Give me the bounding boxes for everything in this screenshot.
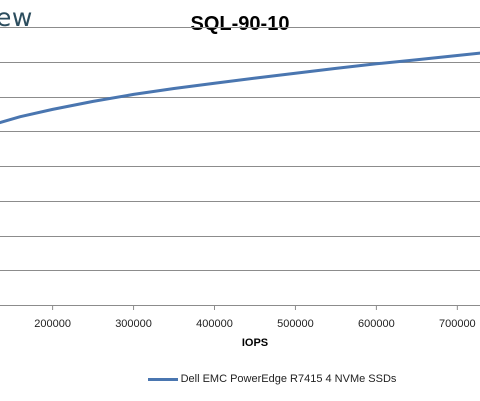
- chart-title: SQL-90-10: [190, 13, 290, 35]
- x-tick-label: 700000: [439, 318, 476, 330]
- gridlines: [0, 27, 480, 271]
- x-tick-label: 300000: [115, 318, 152, 330]
- x-tick-labels: 200000 300000 400000 500000 600000 700000: [34, 318, 475, 330]
- x-tick-label: 600000: [358, 318, 395, 330]
- x-tick-label: 400000: [196, 318, 233, 330]
- x-tick-label: 200000: [34, 318, 71, 330]
- series-line-1: [0, 51, 480, 125]
- legend-label: Dell EMC PowerEdge R7415 4 NVMe SSDs: [180, 373, 397, 385]
- x-tick-label: 500000: [277, 318, 314, 330]
- series-lines: [0, 51, 480, 125]
- x-axis: [0, 305, 480, 310]
- legend: Dell EMC PowerEdge R7415 4 NVMe SSDs: [0, 373, 480, 385]
- x-axis-label: IOPS: [241, 337, 269, 349]
- legend-swatch: [147, 377, 178, 381]
